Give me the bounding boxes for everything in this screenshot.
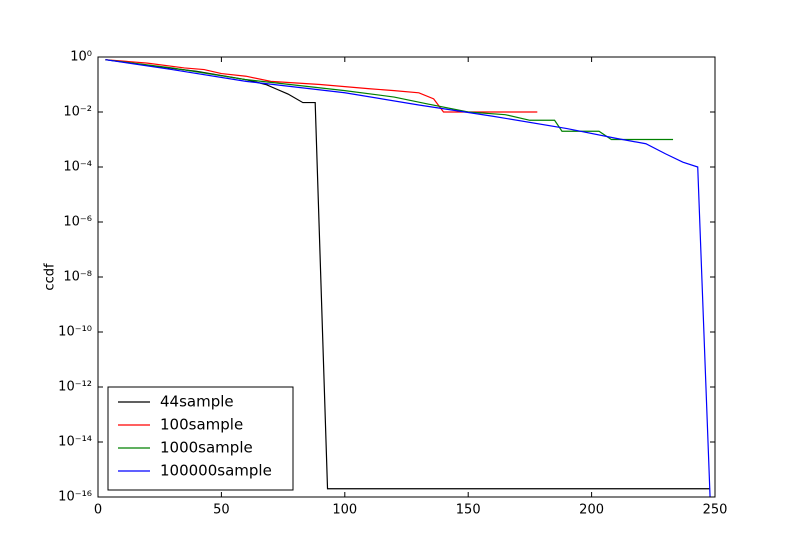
x-tick-label: 250 bbox=[703, 503, 728, 518]
x-tick-label: 0 bbox=[94, 503, 102, 518]
legend-label: 100sample bbox=[160, 416, 243, 434]
legend-box bbox=[107, 386, 294, 491]
x-tick-label: 200 bbox=[579, 503, 604, 518]
y-tick-label: 10⁻⁴ bbox=[63, 160, 92, 175]
series-line bbox=[105, 59, 711, 498]
y-tick-label: 10⁻¹⁴ bbox=[58, 435, 92, 450]
legend-label: 44sample bbox=[160, 393, 234, 411]
y-tick-label: 10⁻¹² bbox=[58, 380, 92, 395]
legend: 44sample 100sample 1000sample 100000sample bbox=[107, 386, 294, 491]
y-tick-label: 10⁻¹⁶ bbox=[58, 490, 92, 505]
y-axis-label: ccdf bbox=[43, 263, 58, 291]
plot-frame bbox=[97, 56, 716, 498]
y-tick-label: 10⁻² bbox=[63, 105, 92, 120]
y-tick-label: 10⁰ bbox=[70, 50, 92, 65]
y-tick-label: 10⁻⁸ bbox=[63, 270, 92, 285]
x-tick-label: 150 bbox=[456, 503, 481, 518]
y-tick-label: 10⁻¹⁰ bbox=[58, 325, 92, 340]
legend-label: 100000sample bbox=[160, 462, 272, 480]
series-line bbox=[105, 59, 674, 141]
x-tick-label: 50 bbox=[213, 503, 230, 518]
x-tick-label: 100 bbox=[332, 503, 357, 518]
series-line bbox=[105, 59, 538, 113]
legend-label: 1000sample bbox=[160, 439, 253, 457]
y-tick-label: 10⁻⁶ bbox=[63, 215, 92, 230]
